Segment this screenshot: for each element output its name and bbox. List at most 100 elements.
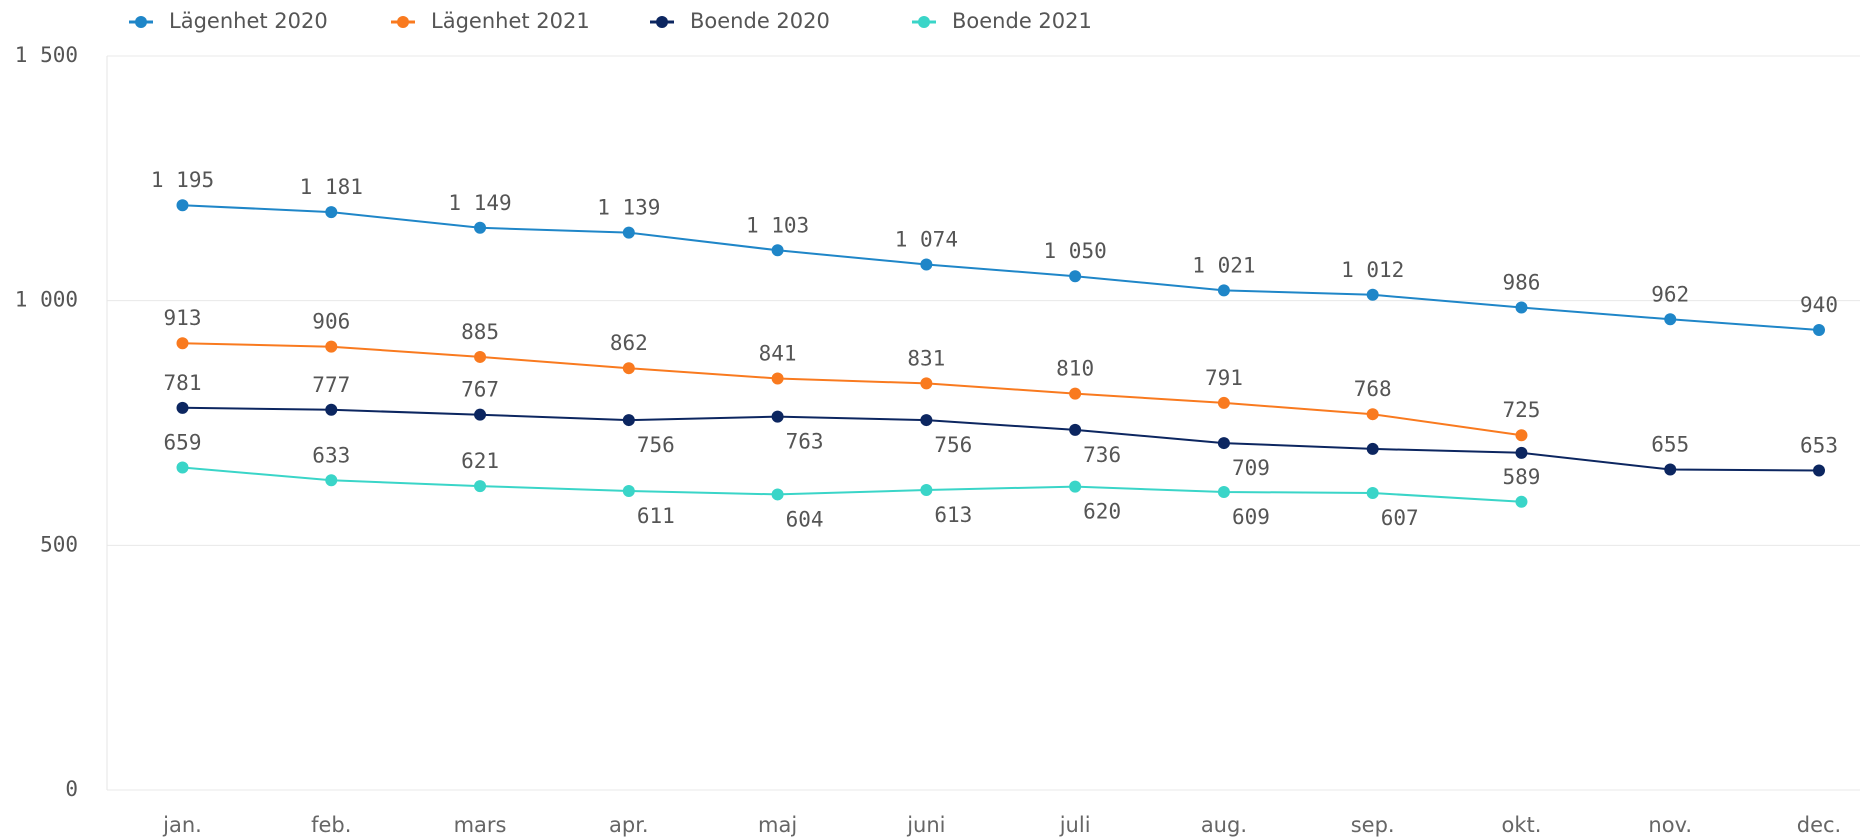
data-point	[474, 350, 487, 363]
x-tick-label: mars	[454, 813, 507, 837]
data-point	[1813, 464, 1825, 477]
data-label: 831	[907, 346, 945, 370]
legend-label: Boende 2020	[690, 9, 830, 33]
y-tick-label: 0	[65, 777, 78, 801]
data-label: 1 181	[300, 175, 363, 199]
data-point	[474, 221, 487, 234]
data-point	[1664, 313, 1677, 326]
x-tick-label: jan.	[162, 813, 202, 837]
data-point	[176, 199, 189, 212]
data-point	[1515, 446, 1528, 459]
data-point	[1664, 463, 1677, 476]
data-label: 940	[1800, 293, 1838, 317]
x-tick-label: nov.	[1648, 813, 1692, 837]
x-tick-label: juni	[906, 813, 945, 837]
data-label: 885	[461, 320, 499, 344]
x-tick-label: sep.	[1351, 813, 1395, 837]
data-label: 768	[1354, 377, 1392, 401]
data-point	[325, 206, 338, 219]
data-label: 589	[1502, 465, 1540, 489]
x-tick-label: juli	[1059, 813, 1091, 837]
data-label: 709	[1232, 456, 1270, 480]
data-label: 913	[164, 306, 202, 330]
data-label: 607	[1381, 506, 1419, 530]
data-label: 620	[1083, 500, 1121, 524]
series-line	[182, 466, 1522, 503]
data-label: 725	[1502, 398, 1540, 422]
legend-marker	[397, 16, 409, 28]
data-point	[771, 372, 784, 385]
x-tick-label: aug.	[1201, 813, 1247, 837]
data-label: 781	[164, 371, 202, 395]
data-label: 655	[1651, 432, 1689, 456]
data-label: 1 021	[1192, 253, 1255, 277]
data-point	[1366, 486, 1379, 499]
data-label: 613	[934, 503, 972, 527]
data-point	[176, 461, 189, 474]
data-label: 810	[1056, 357, 1094, 381]
data-label: 604	[786, 507, 824, 531]
data-point	[1366, 288, 1379, 301]
data-label: 1 012	[1341, 258, 1404, 282]
data-point	[771, 488, 784, 501]
data-label: 791	[1205, 366, 1243, 390]
data-point	[1515, 301, 1528, 314]
y-tick-label: 1 500	[15, 43, 78, 67]
data-point	[474, 408, 487, 421]
data-point	[474, 480, 487, 493]
data-label: 633	[312, 443, 350, 467]
data-point	[176, 401, 189, 414]
data-point	[1217, 485, 1230, 498]
data-point	[325, 340, 338, 353]
data-label: 1 139	[597, 196, 660, 220]
y-tick-label: 1 000	[15, 288, 78, 312]
data-point	[1069, 387, 1082, 400]
data-label: 621	[461, 449, 499, 473]
data-label: 659	[164, 431, 202, 455]
data-point	[1069, 423, 1082, 436]
data-point	[920, 414, 933, 427]
data-point	[622, 485, 635, 498]
data-label: 1 050	[1044, 239, 1107, 263]
data-point	[1069, 480, 1082, 493]
data-point	[920, 258, 933, 271]
data-point	[622, 362, 635, 375]
data-point	[1217, 396, 1230, 409]
data-point	[1069, 270, 1082, 283]
data-label: 609	[1232, 505, 1270, 529]
data-point	[771, 244, 784, 257]
data-label: 767	[461, 378, 499, 402]
data-label: 841	[759, 341, 797, 365]
data-point	[1515, 429, 1528, 442]
data-label: 777	[312, 373, 350, 397]
data-point	[1813, 324, 1825, 337]
data-point	[325, 403, 338, 416]
data-label: 906	[312, 310, 350, 334]
y-tick-label: 500	[40, 532, 78, 556]
data-point	[1366, 408, 1379, 421]
data-label: 1 149	[448, 191, 511, 215]
data-point	[1366, 442, 1379, 455]
data-label: 736	[1083, 443, 1121, 467]
data-point	[1515, 495, 1528, 508]
series-line	[182, 406, 1820, 472]
data-label: 653	[1800, 433, 1838, 457]
legend-marker	[656, 16, 668, 28]
data-point	[920, 377, 933, 390]
data-point	[622, 414, 635, 427]
data-label: 763	[786, 430, 824, 454]
x-tick-label: maj	[758, 813, 797, 837]
data-point	[1217, 284, 1230, 297]
x-tick-label: dec.	[1797, 813, 1841, 837]
data-point	[771, 410, 784, 423]
data-point	[1217, 437, 1230, 450]
series-line	[182, 342, 1522, 437]
data-point	[622, 226, 635, 239]
data-label: 756	[637, 433, 675, 457]
x-tick-label: okt.	[1501, 813, 1541, 837]
data-label: 1 074	[895, 227, 958, 251]
data-point	[176, 337, 189, 350]
x-tick-label: feb.	[311, 813, 351, 837]
